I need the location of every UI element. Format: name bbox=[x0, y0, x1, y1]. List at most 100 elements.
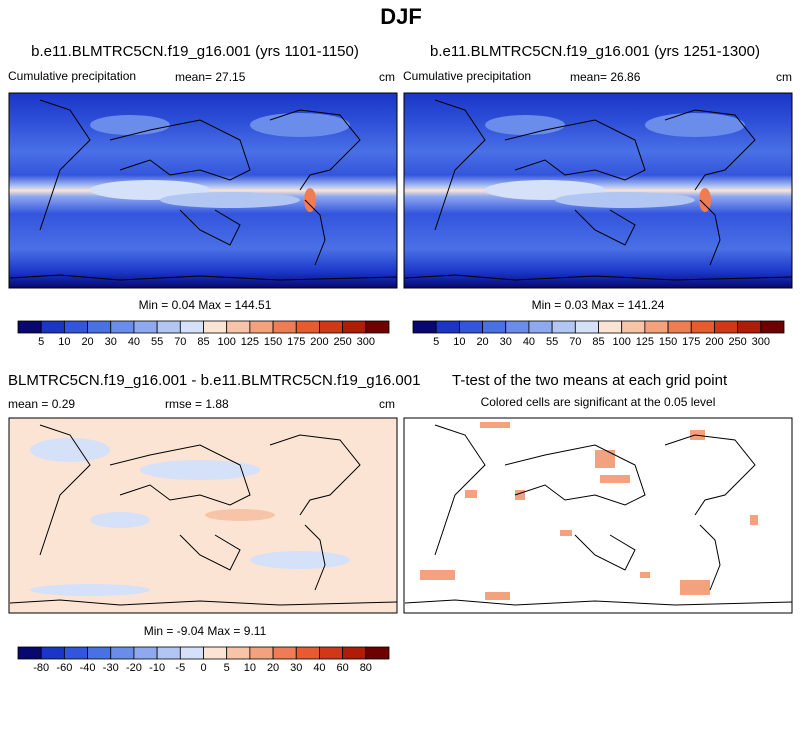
colorbar-label: -10 bbox=[149, 662, 165, 674]
colorbar-label: 40 bbox=[128, 336, 140, 348]
rmse-label: rmse = 1.88 bbox=[165, 397, 229, 411]
coastline bbox=[574, 534, 636, 571]
colorbar-box bbox=[87, 646, 112, 660]
colorbar-box bbox=[482, 320, 507, 334]
colorbar-label: 60 bbox=[337, 662, 349, 674]
colorbar-box bbox=[342, 646, 367, 660]
coastline bbox=[304, 199, 326, 266]
coastline bbox=[269, 434, 361, 516]
coastline bbox=[39, 99, 91, 231]
colorbar-box bbox=[365, 646, 390, 660]
coastline bbox=[109, 444, 251, 506]
colorbar-label: 40 bbox=[313, 662, 325, 674]
coastline bbox=[404, 599, 793, 606]
colorbar-box bbox=[760, 320, 785, 334]
coastline bbox=[504, 119, 646, 181]
colorbar-label: -60 bbox=[56, 662, 72, 674]
colorbar-box bbox=[226, 646, 251, 660]
colorbar-label: 70 bbox=[174, 336, 186, 348]
colorbar-label: 10 bbox=[244, 662, 256, 674]
colorbar-label: 55 bbox=[151, 336, 163, 348]
colorbar-box bbox=[63, 320, 88, 334]
colorbar-box bbox=[319, 646, 344, 660]
colorbar-box bbox=[249, 646, 274, 660]
precip-map bbox=[404, 93, 792, 288]
colorbar-label: 30 bbox=[105, 336, 117, 348]
colorbar-label: -40 bbox=[80, 662, 96, 674]
colorbar-box bbox=[621, 320, 646, 334]
colorbar-label: 200 bbox=[310, 336, 328, 348]
colorbar-box bbox=[435, 320, 460, 334]
coastline bbox=[404, 274, 793, 281]
colorbar-label: 10 bbox=[453, 336, 465, 348]
coastline bbox=[9, 599, 398, 606]
colorbar-box bbox=[203, 320, 228, 334]
units-label: cm bbox=[379, 397, 395, 411]
maps bbox=[8, 92, 793, 614]
colorbar-label: 5 bbox=[433, 336, 439, 348]
colorbar-label: 200 bbox=[705, 336, 723, 348]
coastline bbox=[304, 524, 326, 591]
colorbar-box bbox=[17, 646, 42, 660]
coastline bbox=[504, 444, 646, 506]
units-label: cm bbox=[379, 70, 395, 84]
colorbar-label: -5 bbox=[175, 662, 185, 674]
colorbar-box bbox=[528, 320, 553, 334]
colorbar-box bbox=[133, 646, 158, 660]
panel-title: b.e11.BLMTRC5CN.f19_g16.001 (yrs 1101-11… bbox=[31, 43, 359, 60]
colorbar-label: 85 bbox=[592, 336, 604, 348]
colorbar-label: 5 bbox=[224, 662, 230, 674]
colorbar-box bbox=[667, 320, 692, 334]
colorbar-box bbox=[156, 320, 181, 334]
colorbar-label: 300 bbox=[357, 336, 375, 348]
colorbar-label: 175 bbox=[287, 336, 305, 348]
colorbar-label: 150 bbox=[264, 336, 282, 348]
colorbar-label: 40 bbox=[523, 336, 535, 348]
colorbar-label: 20 bbox=[267, 662, 279, 674]
stats-label: Min = 0.04 Max = 144.51 bbox=[139, 298, 272, 312]
colorbar-box bbox=[272, 320, 297, 334]
colorbar-box bbox=[133, 320, 158, 334]
panel-title: BLMTRC5CN.f19_g16.001 - b.e11.BLMTRC5CN.… bbox=[8, 372, 420, 389]
colorbar-box bbox=[412, 320, 437, 334]
coastline bbox=[179, 209, 241, 246]
colorbar-label: 125 bbox=[241, 336, 259, 348]
colorbar-label: 100 bbox=[218, 336, 236, 348]
colorbar-label: -30 bbox=[103, 662, 119, 674]
colorbar-box bbox=[87, 320, 112, 334]
colorbar-box bbox=[63, 646, 88, 660]
colorbar-box bbox=[179, 646, 204, 660]
panel-subtitle: Colored cells are significant at the 0.0… bbox=[481, 395, 716, 409]
colorbar-label: 5 bbox=[38, 336, 44, 348]
colorbar-box bbox=[110, 320, 135, 334]
colorbar-label: 85 bbox=[197, 336, 209, 348]
colorbar-label: 250 bbox=[728, 336, 746, 348]
variable-label: Cumulative precipitation bbox=[403, 69, 531, 83]
colorbar-label: 150 bbox=[659, 336, 677, 348]
coastline bbox=[9, 274, 398, 281]
colorbar-box bbox=[40, 320, 65, 334]
stats-label: Min = -9.04 Max = 9.11 bbox=[144, 624, 267, 638]
variable-label: Cumulative precipitation bbox=[8, 69, 136, 83]
coastline bbox=[179, 534, 241, 571]
colorbar-label: 250 bbox=[333, 336, 351, 348]
colorbar-box bbox=[295, 646, 320, 660]
coastline bbox=[434, 424, 486, 556]
figure-title: DJF bbox=[380, 4, 422, 29]
coastline bbox=[699, 524, 721, 591]
colorbar-box bbox=[598, 320, 623, 334]
colorbar-box bbox=[644, 320, 669, 334]
colorbar-label: 20 bbox=[476, 336, 488, 348]
coastline bbox=[434, 99, 486, 231]
coastline bbox=[269, 109, 361, 191]
colorbar-label: 175 bbox=[682, 336, 700, 348]
colorbar-box bbox=[179, 320, 204, 334]
colorbar-box bbox=[156, 646, 181, 660]
panel-title: b.e11.BLMTRC5CN.f19_g16.001 (yrs 1251-13… bbox=[430, 43, 760, 60]
colorbar-box bbox=[319, 320, 344, 334]
colorbar-box bbox=[40, 646, 65, 660]
colorbar-box bbox=[17, 320, 42, 334]
coastline bbox=[664, 109, 756, 191]
colorbar-label: -80 bbox=[33, 662, 49, 674]
mean-label: mean= 26.86 bbox=[570, 70, 641, 84]
